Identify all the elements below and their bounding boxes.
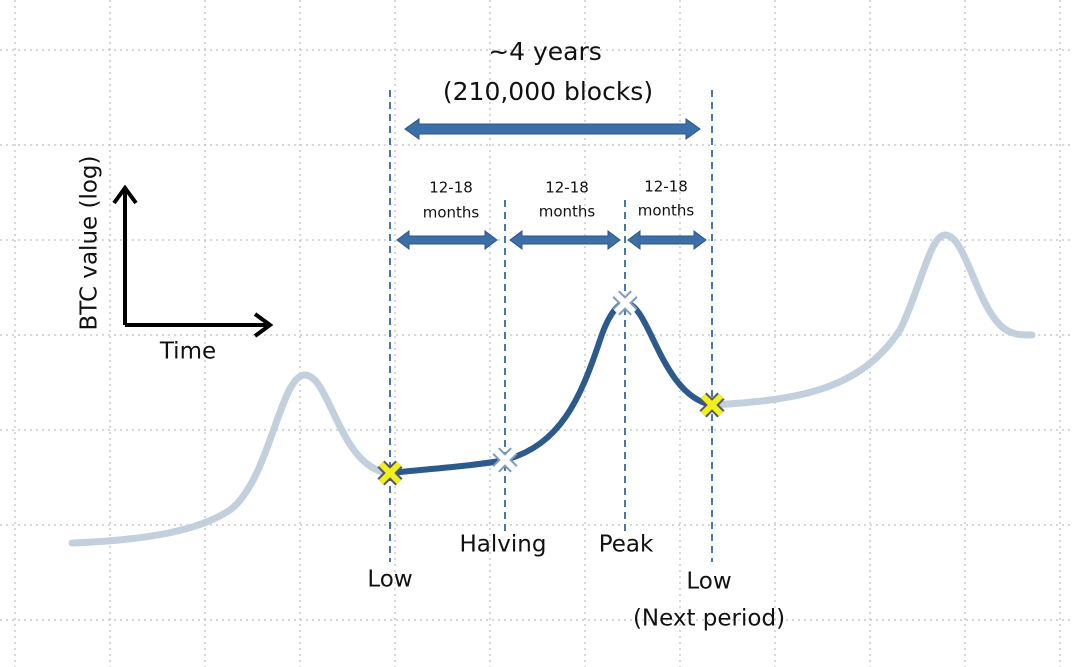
- marker-note: (Next period): [633, 606, 785, 632]
- marker-label: Low: [686, 569, 731, 595]
- interval-label: 12-18: [429, 179, 473, 197]
- markers: [377, 290, 725, 486]
- span-subtitle: (210,000 blocks): [443, 77, 653, 106]
- interval-label: 12-18: [644, 178, 688, 196]
- marker-label: Halving: [460, 532, 547, 558]
- span-arrows: [396, 118, 707, 250]
- y-axis-label: BTC value (log): [77, 156, 103, 331]
- price-curve: [68, 231, 1036, 547]
- axes-icon: [112, 184, 274, 338]
- interval-label: months: [539, 203, 596, 221]
- interval-label: months: [423, 204, 480, 222]
- interval-label: months: [638, 202, 695, 220]
- x-axis-label: Time: [159, 339, 216, 365]
- interval-label: 12-18: [545, 179, 589, 197]
- period-lines: [389, 90, 713, 562]
- marker-label: Low: [367, 567, 412, 593]
- marker-label: Peak: [599, 532, 654, 558]
- span-title: ~4 years: [488, 37, 602, 66]
